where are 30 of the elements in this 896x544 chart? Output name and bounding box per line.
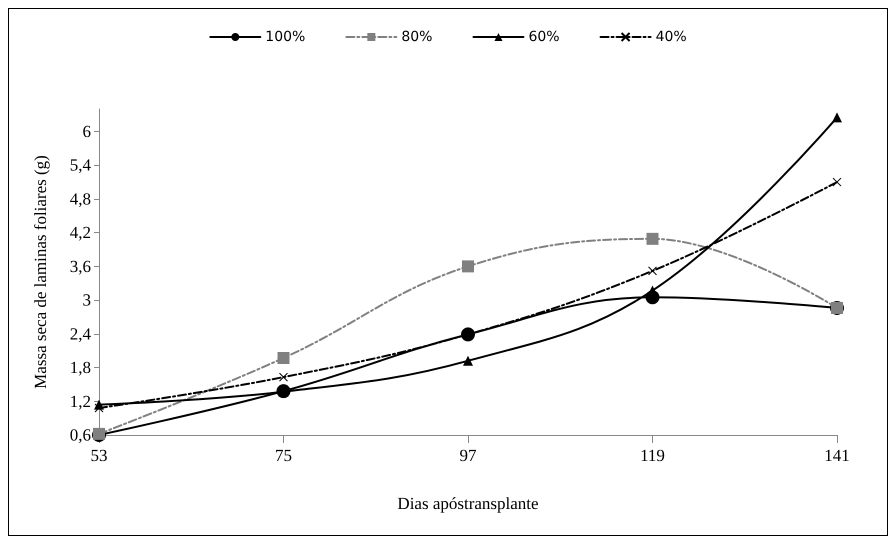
y-tick-label: 4,2 bbox=[70, 223, 91, 242]
legend-label: 100% bbox=[265, 29, 306, 45]
y-tick-label: 6 bbox=[82, 122, 91, 141]
y-tick-label: 1,2 bbox=[70, 392, 91, 411]
x-tick-label: 97 bbox=[460, 446, 477, 465]
y-tick-label: 0,6 bbox=[70, 426, 91, 444]
legend-label: 60% bbox=[528, 29, 560, 45]
y-tick-label: 3,6 bbox=[70, 256, 91, 276]
point bbox=[278, 352, 290, 364]
y-tick-label: 2,4 bbox=[70, 324, 92, 344]
y-tick-label: 4,8 bbox=[70, 189, 91, 208]
x-tick-label: 119 bbox=[640, 446, 665, 465]
x-tick-label: 75 bbox=[275, 446, 292, 465]
point bbox=[646, 232, 658, 245]
point bbox=[279, 372, 288, 382]
legend-label: 40% bbox=[656, 29, 687, 45]
y-tick-label: 1,8 bbox=[70, 358, 91, 378]
x-tick-label: 53 bbox=[90, 446, 108, 465]
x-tick-label: 141 bbox=[824, 446, 850, 465]
y-tick-label: 5,4 bbox=[70, 156, 92, 175]
x-axis-title: Dias apóstransplante bbox=[397, 494, 539, 513]
y-axis-title: Massa seca de laminas foliares (g) bbox=[31, 155, 50, 389]
legend-label: 80% bbox=[401, 29, 432, 45]
y-tick-label: 3 bbox=[82, 290, 91, 310]
point bbox=[462, 260, 474, 272]
point bbox=[94, 404, 104, 413]
point bbox=[832, 178, 842, 187]
point bbox=[648, 266, 657, 276]
point bbox=[832, 112, 842, 122]
point bbox=[463, 356, 473, 366]
